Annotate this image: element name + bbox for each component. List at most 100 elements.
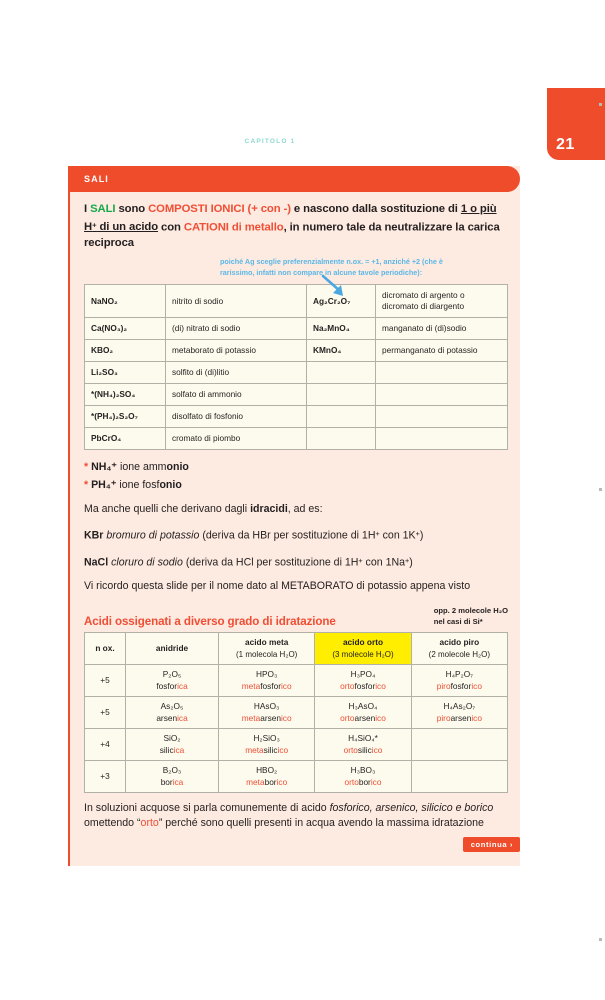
note-fosfonio-tail: onio: [159, 479, 182, 492]
salt-formula: *(NH₄)₂SO₄: [84, 383, 166, 407]
intro-paragraph: I SALI sono COMPOSTI IONICI (+ con -) e …: [84, 202, 508, 251]
part-dark: silic: [159, 744, 174, 755]
acid-piro: H₄P₂O₇ pirofosforico: [410, 664, 509, 698]
intro-composti-ionici: COMPOSTI IONICI (+ con -): [148, 203, 291, 215]
intro-u2-text: di un acido: [96, 221, 159, 234]
note-asterisk: *: [84, 479, 89, 492]
acid-orto-formula: H₃BO₃: [350, 765, 376, 776]
part-red2: ico: [375, 712, 386, 723]
part-dark: bor: [358, 776, 371, 787]
salt-name-2: [375, 361, 508, 385]
note-fosfonio-text: ione fosf: [116, 479, 160, 492]
table-row: +5 P₂O₅ fosforica HPO₃ metafosforico H₃P…: [84, 664, 509, 698]
col-header-piro-sub: (2 molecole H₂O): [428, 649, 490, 659]
table-row: *(PH₄)₂S₂O₇ disolfato di fosfonio: [84, 405, 508, 429]
note-ammonio: * NH₄⁺ ione ammonio: [84, 460, 508, 475]
part-red: orto: [340, 712, 355, 723]
page-number-tab: 21: [547, 88, 605, 160]
part-dark: arsen: [260, 712, 281, 723]
intro-sali: SALI: [90, 203, 116, 215]
part-red2: ico: [471, 680, 482, 691]
acid-orto: H₃PO₄ ortofosforico: [314, 664, 412, 698]
edge-marker-bottom: [599, 938, 602, 941]
idracidi-bold: idracidi: [250, 503, 288, 516]
chapter-label: CAPITOLO 1: [244, 138, 296, 145]
salt-name-2: [375, 405, 508, 429]
note-asterisk: *: [84, 461, 89, 474]
ricordo-paragraph: Vi ricordo questa slide per il nome dato…: [84, 580, 471, 593]
kbr-formula: KBr: [84, 529, 104, 542]
col-header-nox-label: n ox.: [95, 642, 115, 653]
intro-cationi: CATIONI di metallo: [183, 221, 284, 234]
part-dark: fosfor: [260, 680, 281, 691]
salt-formula-2: Na₂MnO₄: [306, 317, 376, 341]
kbr-sup2: +: [415, 529, 420, 539]
acid-meta-name: metaarsenico: [221, 713, 312, 725]
salts-table: NaNO₂ nitrito di sodio Ag₂Cr₂O₇ dicromat…: [84, 284, 508, 451]
salt-formula-2: [306, 427, 376, 451]
intro-u1-text: 1 o più H: [84, 203, 497, 234]
part-dark: fosfor: [354, 680, 376, 691]
table-row: +3 B₂O₃ borica HBO₂ metaborico H₃BO₃ ort…: [84, 760, 509, 794]
intro-seg3: e nascono dalla sostituzione di: [290, 203, 461, 215]
kbr-rest2: con 1K: [379, 529, 416, 542]
closing-paragraph: In soluzioni acquose si parla comunement…: [84, 801, 508, 831]
table-row: *(NH₄)₂SO₄ solfato di ammonio: [84, 383, 508, 407]
card-header: SALI: [68, 166, 520, 192]
closing-pre: In soluzioni acquose si parla comunement…: [84, 802, 330, 815]
acid-piro-name: piroarsenico: [414, 713, 505, 725]
nacl-sup2: +: [405, 555, 410, 565]
kbr-example: KBr bromuro di potassio (deriva da HBr p…: [84, 526, 508, 544]
part-red2: ico: [370, 776, 382, 787]
table-row: Li₂SO₃ solfito di (di)litio: [84, 361, 508, 385]
salt-name: nitrito di sodio: [165, 284, 307, 319]
acid-anidride: SiO₂ silicica: [125, 728, 219, 762]
salt-name-2: [375, 427, 508, 451]
nacl-rest3: ): [409, 556, 413, 569]
continua-button[interactable]: continua ›: [462, 837, 520, 853]
part-dark: arsen: [156, 712, 178, 723]
closing-italic: fosforico, arsenico, silicico e borico: [329, 802, 494, 815]
acid-meta-formula: H₂SiO₃: [253, 733, 280, 744]
acids-header-row: n ox. anidride acido meta (1 molecola H₂…: [84, 632, 509, 666]
salt-formula-2: [306, 405, 376, 429]
salt-formula: NaNO₂: [84, 284, 166, 319]
kbr-rest: (deriva da HBr per sostituzione di 1H: [199, 529, 376, 542]
part-red: orto: [344, 776, 359, 787]
salt-name: (di) nitrato di sodio: [165, 317, 307, 341]
part-red2: ico: [277, 744, 289, 755]
nacl-rest: (deriva da HCl per sostituzione di 1H: [182, 556, 359, 569]
acid-anidride: B₂O₃ borica: [125, 760, 219, 794]
salt-name-2: manganato di (di)sodio: [375, 317, 508, 341]
acids-table-head: n ox. anidride acido meta (1 molecola H₂…: [84, 632, 509, 666]
part-red: meta: [245, 744, 264, 755]
kbr-rest3: ): [419, 529, 424, 542]
part-red: meta: [241, 712, 261, 723]
part-dark: silic: [263, 744, 278, 755]
blue-arrow-icon: [321, 274, 343, 297]
acid-anidride-formula: SiO₂: [163, 733, 181, 744]
acid-piro: [410, 760, 509, 794]
acid-meta-formula: HPO₃: [255, 669, 278, 680]
salt-name: solfito di (di)litio: [165, 361, 307, 385]
col-header-anidride: anidride: [125, 632, 219, 666]
acid-meta-formula: HAsO₃: [253, 701, 280, 712]
table-row: +4 SiO₂ silicica H₂SiO₃ metasilicico H₄S…: [84, 728, 509, 762]
part-red: ica: [177, 712, 188, 723]
col-header-meta-sub: (1 molecola H₂O): [235, 649, 298, 659]
note-fosfonio: * PH₄⁺ ione fosfonio: [84, 478, 508, 493]
part-dark: arsen: [450, 712, 472, 723]
salt-name-2: [375, 383, 508, 407]
part-dark: arsen: [354, 712, 376, 723]
part-red: orto: [340, 680, 355, 691]
intro-seg5: , in numero tale da neutralizzare la car…: [84, 221, 500, 249]
salt-name: disolfato di fosfonio: [165, 405, 307, 429]
ag-annotation-line2: rarissimo, infatti non compare in alcune…: [220, 267, 423, 277]
acid-anidride: As₂O₅ arsenica: [125, 696, 219, 730]
part-red2: ico: [276, 776, 288, 787]
nacl-formula: NaCl: [84, 556, 109, 569]
acids-table-body: +5 P₂O₅ fosforica HPO₃ metafosforico H₃P…: [84, 664, 509, 794]
acid-anidride-name: silicica: [128, 745, 216, 757]
note-ammonio-text: ione amm: [117, 461, 167, 474]
ag-annotation-line1: poiché Ag sceglie preferenzialmente n.ox…: [220, 257, 443, 267]
